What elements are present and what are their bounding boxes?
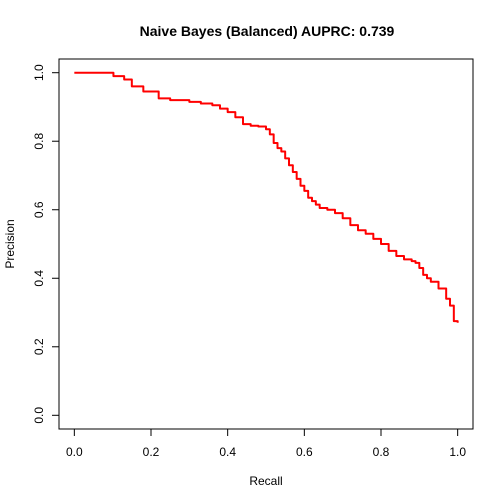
y-tick-label: 0.2 — [32, 338, 46, 355]
x-tick-label: 0.0 — [66, 445, 83, 459]
x-tick-label: 1.0 — [449, 445, 466, 459]
y-tick-label: 1.0 — [32, 64, 46, 81]
x-tick-label: 0.8 — [373, 445, 390, 459]
precision-recall-curve — [74, 71, 459, 323]
x-tick-label: 0.4 — [219, 445, 236, 459]
y-tick-label: 0.8 — [32, 133, 46, 150]
x-tick-label: 0.6 — [296, 445, 313, 459]
y-tick-label: 0.0 — [32, 407, 46, 424]
y-tick-label: 0.4 — [32, 270, 46, 287]
x-axis: 0.0 0.2 0.4 0.6 0.8 1.0 — [66, 428, 466, 459]
x-tick-label: 0.2 — [143, 445, 160, 459]
plot-area-frame — [58, 58, 474, 430]
series-layer — [74, 71, 459, 323]
y-axis: 0.0 0.2 0.4 0.6 0.8 1.0 — [32, 64, 60, 424]
y-axis-label: Precision — [3, 219, 17, 268]
chart-title: Naive Bayes (Balanced) AUPRC: 0.739 — [140, 23, 395, 39]
y-tick-label: 0.6 — [32, 201, 46, 218]
x-axis-label: Recall — [249, 474, 282, 488]
